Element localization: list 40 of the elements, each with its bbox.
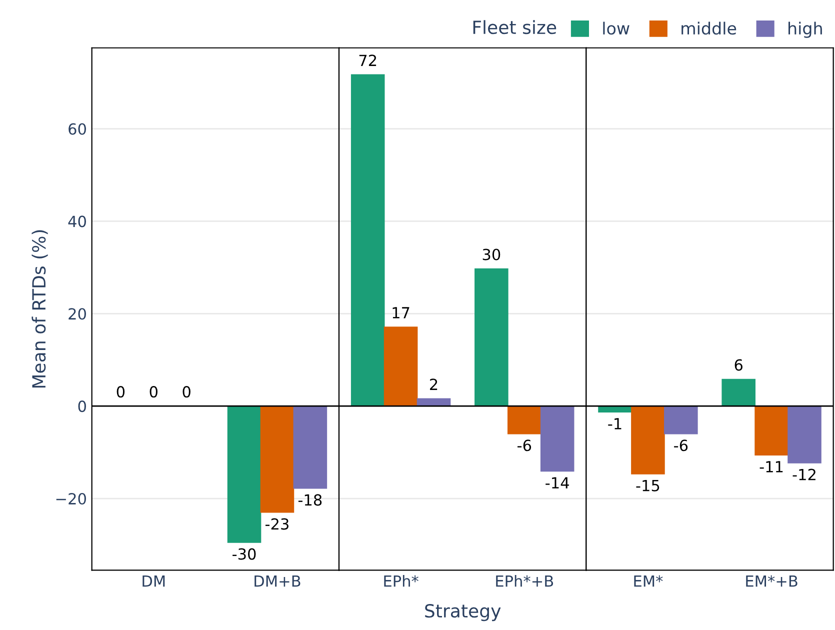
x-tick-label: EM*+B (746, 575, 798, 587)
data-label: -6 (674, 440, 688, 452)
data-label: 30 (482, 248, 500, 260)
data-label: 6 (734, 359, 742, 371)
legend-label: high (788, 22, 822, 38)
legend-label: low (603, 22, 630, 35)
y-tick-label: −20 (56, 492, 86, 505)
data-label: -11 (760, 461, 783, 472)
bar (507, 406, 542, 434)
data-label: 17 (392, 307, 410, 318)
bar (474, 268, 508, 406)
data-label: -30 (232, 548, 256, 560)
data-label: -14 (546, 477, 569, 488)
data-label: -12 (792, 468, 816, 480)
data-label: -18 (298, 494, 322, 506)
x-tick-label: DM+B (254, 575, 300, 587)
x-tick-label: EM* (634, 575, 663, 587)
data-label: 0 (182, 386, 190, 398)
x-tick-label: EPh*+B (496, 575, 554, 587)
y-axis-title: Mean of RTDs (%) (32, 230, 48, 388)
x-tick-label: EPh* (384, 575, 418, 587)
bar (540, 406, 574, 472)
data-label: -6 (518, 440, 532, 452)
x-tick-label: DM (142, 575, 165, 587)
y-tick-label: 0 (78, 400, 86, 412)
data-label: -23 (265, 518, 288, 530)
bar (384, 326, 418, 406)
data-label: 0 (150, 386, 158, 398)
y-tick-label: 60 (68, 123, 86, 135)
y-tick-label: 40 (68, 216, 86, 228)
data-label: -1 (608, 418, 622, 430)
y-tick-label: 20 (68, 308, 86, 320)
bar (350, 74, 385, 406)
data-label: 0 (116, 386, 125, 398)
data-label: 2 (430, 378, 438, 390)
legend-label: middle (682, 22, 736, 35)
data-label: 72 (359, 54, 376, 66)
data-label: -15 (636, 480, 660, 492)
legend-title: Fleet size (473, 20, 556, 34)
x-axis-title: Strategy (425, 604, 501, 622)
